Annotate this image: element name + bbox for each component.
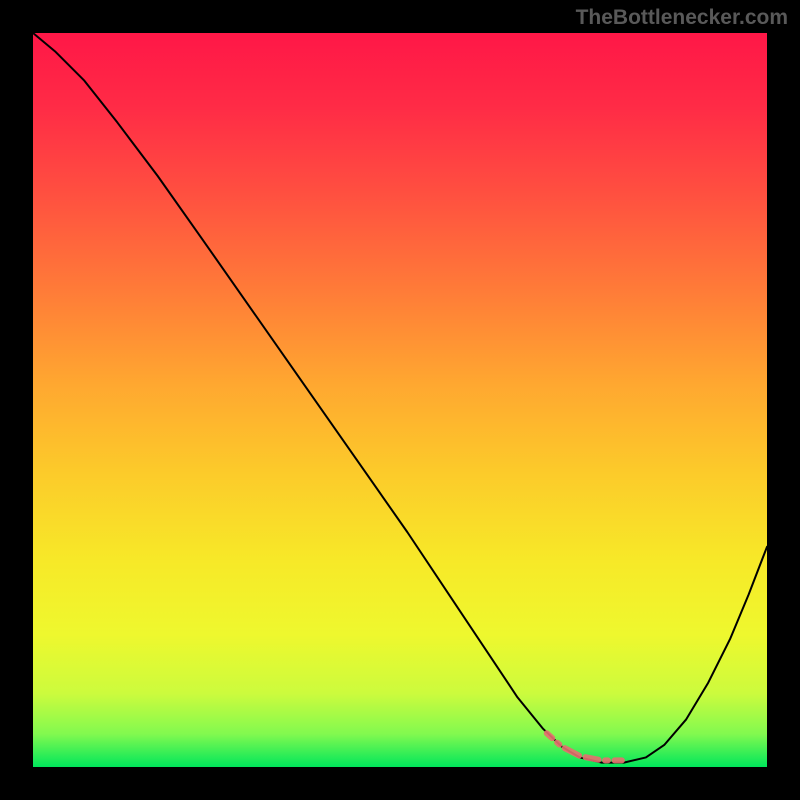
watermark-text: TheBottlenecker.com (576, 6, 788, 30)
highlight-band (547, 733, 662, 760)
chart-plot-area (33, 33, 767, 767)
bottleneck-curve (33, 33, 767, 763)
curve-layer (33, 33, 767, 767)
